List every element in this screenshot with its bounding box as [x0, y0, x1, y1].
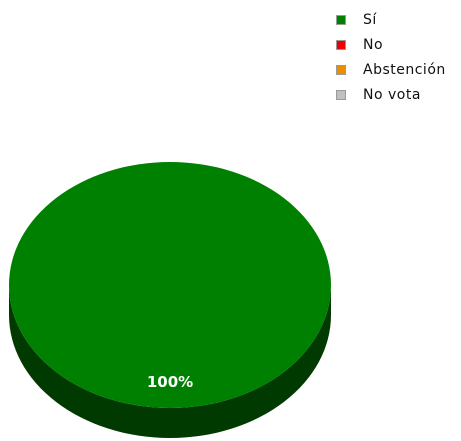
legend-swatch-si [336, 14, 346, 25]
legend-item-no: No [336, 32, 446, 57]
legend-label: No vota [363, 86, 421, 103]
legend-item-abstencion: Abstención [336, 57, 446, 82]
pie-side-layer [9, 285, 331, 438]
legend-label: Abstención [363, 61, 446, 78]
chart-legend: Sí No Abstención No vota [336, 7, 446, 107]
legend-swatch-no [336, 39, 346, 50]
legend-label: Sí [363, 11, 377, 28]
data-label-si: 100% [147, 373, 193, 391]
pie-slice-si [9, 162, 331, 408]
legend-label: No [363, 36, 384, 53]
legend-swatch-no-vota [336, 89, 346, 100]
legend-swatch-abstencion [336, 64, 346, 75]
pie-data-labels: 100% [147, 373, 193, 391]
legend-item-si: Sí [336, 7, 446, 32]
legend-item-no-vota: No vota [336, 82, 446, 107]
pie-slice-side-si [9, 285, 331, 438]
pie-top-layer [9, 162, 331, 408]
